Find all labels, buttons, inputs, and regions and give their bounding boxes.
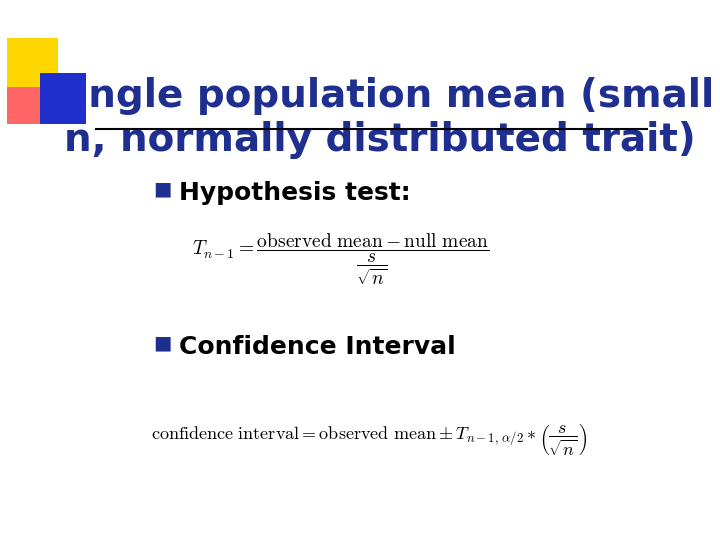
Text: $\mathrm{confidence\ interval} = \mathrm{observed\ mean} \pm T_{n-1,\,\alpha/2} : $\mathrm{confidence\ interval} = \mathrm… [151, 422, 587, 458]
Text: Single population mean (small
n, normally distributed trait): Single population mean (small n, normall… [47, 77, 714, 159]
Text: $T_{n-1} = \dfrac{\mathrm{observed\ mean} - \mathrm{null\ mean}}{\dfrac{s}{\sqrt: $T_{n-1} = \dfrac{\mathrm{observed\ mean… [192, 231, 490, 287]
Text: $\blacksquare$: $\blacksquare$ [153, 335, 172, 354]
Text: Hypothesis test:: Hypothesis test: [179, 181, 411, 205]
Text: Confidence Interval: Confidence Interval [179, 335, 456, 359]
Text: $\blacksquare$: $\blacksquare$ [153, 181, 172, 200]
